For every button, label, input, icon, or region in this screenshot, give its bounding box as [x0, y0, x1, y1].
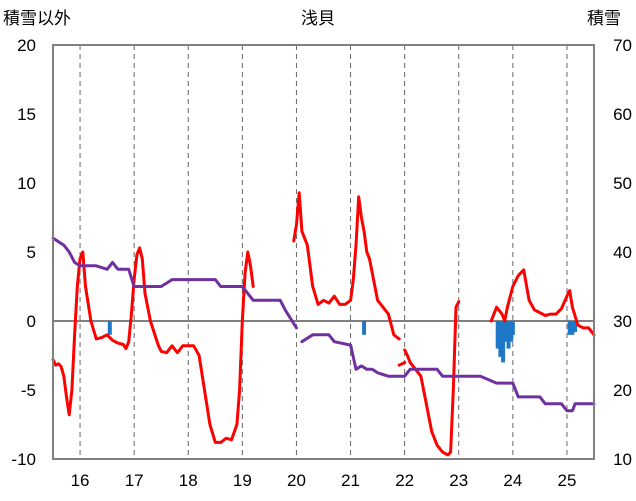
x-tick-label: 23 — [449, 471, 468, 490]
y-left-tick-label: 0 — [27, 312, 36, 331]
temperature-line — [489, 268, 596, 337]
precipitation-bar — [567, 321, 572, 335]
x-tick-label: 24 — [503, 471, 522, 490]
tick-labels: 16 17 18 19 20 21 22 23 24 2520151050-5-107060504… — [11, 36, 632, 490]
y-left-tick-label: 10 — [17, 174, 36, 193]
precipitation-bar — [498, 321, 503, 357]
y-left-tick-label: -5 — [21, 381, 36, 400]
left-axis-label: 積雪以外 — [3, 9, 71, 28]
precipitation-bar — [506, 321, 511, 349]
temperature-line — [292, 191, 401, 341]
precipitation-bars — [107, 321, 578, 363]
x-tick-label: 22 — [395, 471, 414, 490]
x-tick-label: 20 — [287, 471, 306, 490]
right-axis-label: 積雪 — [587, 9, 621, 28]
precipitation-bar — [573, 321, 578, 333]
precipitation-bar — [362, 321, 367, 335]
y-left-tick-label: 15 — [17, 105, 36, 124]
precipitation-bar — [495, 321, 500, 349]
y-left-tick-label: -10 — [11, 450, 36, 469]
snow_depth-line — [51, 236, 298, 330]
y-left-tick-label: 5 — [27, 243, 36, 262]
y-right-tick-label: 40 — [613, 243, 632, 262]
precipitation-bar — [501, 321, 506, 363]
chart-title: 浅貝 — [301, 9, 335, 28]
y-left-tick-label: 20 — [17, 36, 36, 55]
x-tick-label: 17 — [125, 471, 144, 490]
temperature-line — [403, 300, 461, 457]
precipitation-bar — [503, 321, 508, 342]
series-lines — [51, 191, 596, 457]
temperature-line — [51, 246, 255, 444]
x-tick-label: 18 — [179, 471, 198, 490]
precipitation-bar — [107, 321, 112, 335]
x-tick-label: 21 — [341, 471, 360, 490]
y-right-tick-label: 70 — [613, 36, 632, 55]
y-right-tick-label: 30 — [613, 312, 632, 331]
temperature-line — [397, 360, 407, 367]
plot-frame — [52, 44, 595, 460]
precipitation-bar — [570, 321, 575, 335]
x-tick-label: 16 — [71, 471, 90, 490]
y-right-tick-label: 10 — [613, 450, 632, 469]
y-right-tick-label: 50 — [613, 174, 632, 193]
snow_depth-line — [300, 333, 596, 413]
precipitation-bar — [510, 321, 515, 335]
gridlines — [53, 45, 594, 459]
x-tick-label: 19 — [233, 471, 252, 490]
y-right-tick-label: 20 — [613, 381, 632, 400]
x-tick-label: 25 — [557, 471, 576, 490]
y-right-tick-label: 60 — [613, 105, 632, 124]
